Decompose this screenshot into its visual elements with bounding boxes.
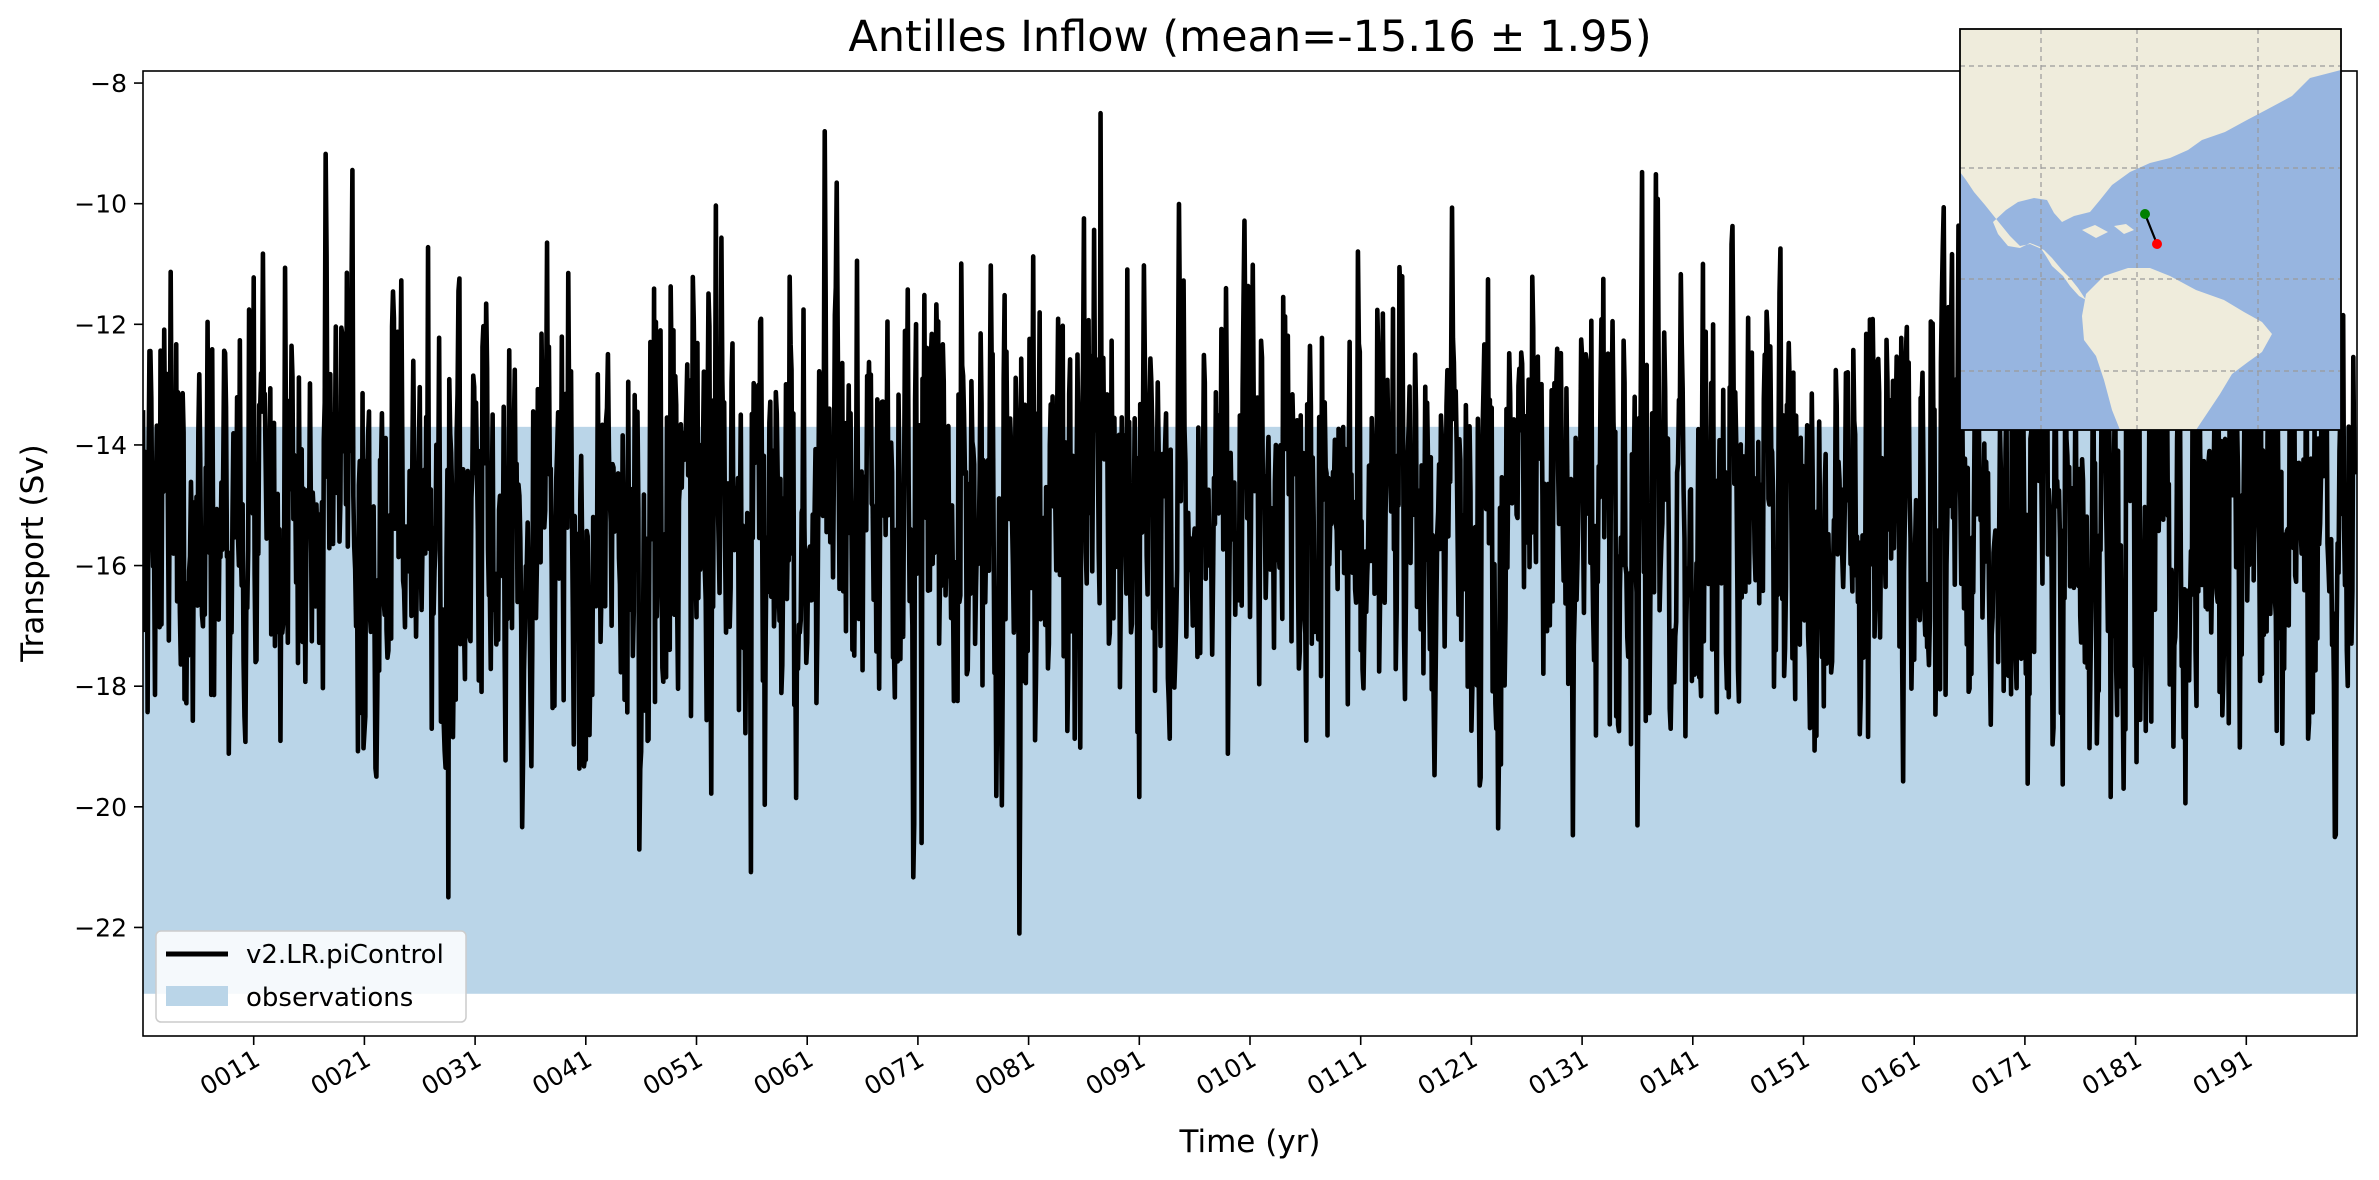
plot-area — [143, 110, 2357, 994]
legend: v2.LR.piControl observations — [155, 930, 467, 1023]
map-section-end-marker — [2152, 239, 2162, 249]
legend-frame — [155, 930, 467, 1023]
y-axis-label: Transport (Sv) — [15, 444, 51, 663]
x-tick-label: 0071 — [859, 1044, 929, 1101]
x-tick-label: 0191 — [2188, 1044, 2258, 1101]
chart-title: Antilles Inflow (mean=-15.16 ± 1.95) — [848, 12, 1651, 62]
y-tick-label: −20 — [74, 793, 127, 822]
x-tick-label: 0031 — [416, 1044, 486, 1101]
x-tick-label: 0101 — [1191, 1044, 1261, 1101]
inset-map — [1959, 28, 2342, 431]
x-tick-label: 0131 — [1523, 1044, 1593, 1101]
map-section-start-marker — [2140, 209, 2150, 219]
map-gridlines — [1960, 29, 2341, 430]
x-tick-label: 0061 — [749, 1044, 819, 1101]
map-section-line — [2143, 213, 2159, 245]
x-tick-label: 0091 — [1081, 1044, 1151, 1101]
y-axis: −22 −20 −18 −16 −14 −12 −10 −8 — [74, 69, 143, 942]
y-tick-label: −22 — [74, 913, 127, 942]
x-tick-label: 0041 — [527, 1044, 597, 1101]
x-tick-label: 0181 — [2077, 1044, 2147, 1101]
x-tick-label: 0021 — [306, 1044, 376, 1101]
x-tick-label: 0011 — [195, 1044, 265, 1101]
inset-frame — [1959, 28, 2342, 431]
y-tick-label: −10 — [74, 190, 127, 219]
series-line-v2-LR-piControl — [143, 110, 2357, 936]
x-tick-label: 0121 — [1413, 1044, 1483, 1101]
y-tick-label: −18 — [74, 672, 127, 701]
y-tick-label: −12 — [74, 310, 127, 339]
legend-label-observations: observations — [246, 983, 413, 1013]
x-tick-label: 0081 — [970, 1044, 1040, 1101]
x-tick-label: 0161 — [1856, 1044, 1926, 1101]
y-tick-label: −8 — [90, 69, 127, 98]
x-tick-label: 0051 — [638, 1044, 708, 1101]
y-tick-label: −16 — [74, 552, 127, 581]
legend-label-series: v2.LR.piControl — [246, 940, 444, 970]
x-tick-label: 0111 — [1302, 1044, 1372, 1101]
x-tick-label: 0151 — [1745, 1044, 1815, 1101]
map-land — [1960, 29, 2341, 430]
x-axis-label: Time (yr) — [1179, 1124, 1321, 1160]
x-tick-label: 0171 — [1966, 1044, 2036, 1101]
legend-swatch-band — [166, 986, 228, 1006]
x-axis: 0011 0021 0031 0041 0051 0061 0071 0081 0091 0101… — [195, 1036, 2257, 1101]
y-tick-label: −14 — [74, 431, 127, 460]
x-tick-label: 0141 — [1634, 1044, 1704, 1101]
